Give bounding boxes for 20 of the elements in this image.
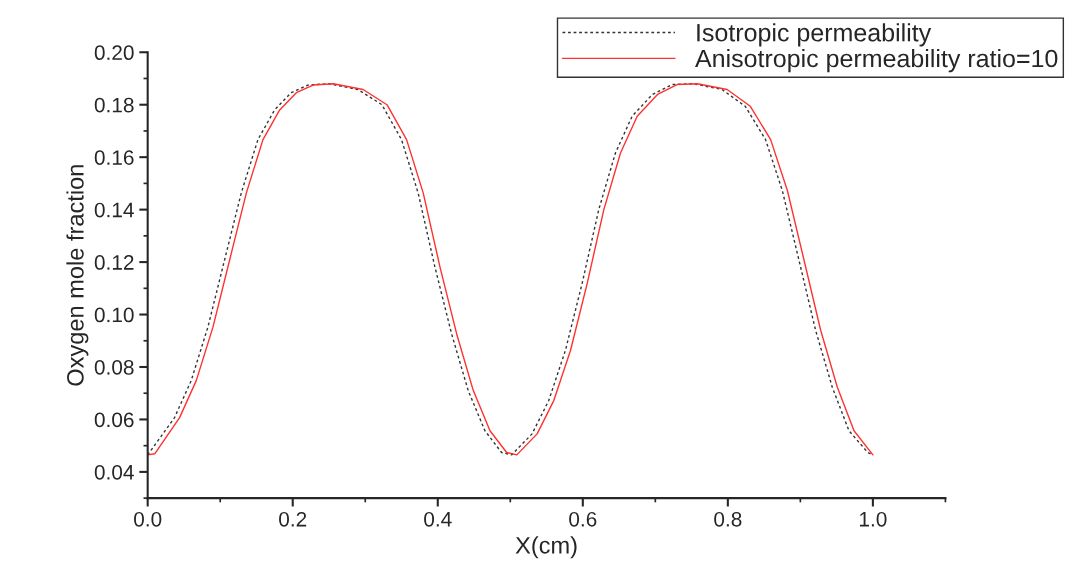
x-tick-label: 0.4 — [424, 511, 452, 527]
x-axis-title: X(cm) — [515, 536, 577, 559]
legend-label: Anisotropic permeability ratio=10 — [695, 48, 1058, 73]
legend-label: Isotropic permeability — [697, 23, 932, 47]
y-tick-label: 0.12 — [94, 255, 134, 270]
y-tick-label: 0.10 — [94, 307, 134, 323]
x-tick-label: 0.0 — [134, 511, 162, 527]
y-axis-title: Oxygen mole fraction — [66, 165, 89, 386]
x-tick-label: 0.8 — [714, 511, 742, 527]
line-series — [147, 83, 874, 456]
y-tick-label: 0.06 — [94, 412, 134, 428]
y-tick-label: 0.16 — [94, 150, 134, 165]
y-tick-label: 0.04 — [94, 464, 134, 480]
x-tick-label: 0.2 — [279, 511, 307, 527]
x-tick-label: 0.6 — [569, 511, 597, 527]
y-tick-label: 0.08 — [94, 360, 134, 375]
y-tick-label: 0.18 — [94, 97, 134, 113]
x-tick-label: 1.0 — [860, 511, 887, 527]
y-tick-label: 0.20 — [94, 45, 134, 61]
y-tick-label: 0.14 — [94, 202, 134, 218]
